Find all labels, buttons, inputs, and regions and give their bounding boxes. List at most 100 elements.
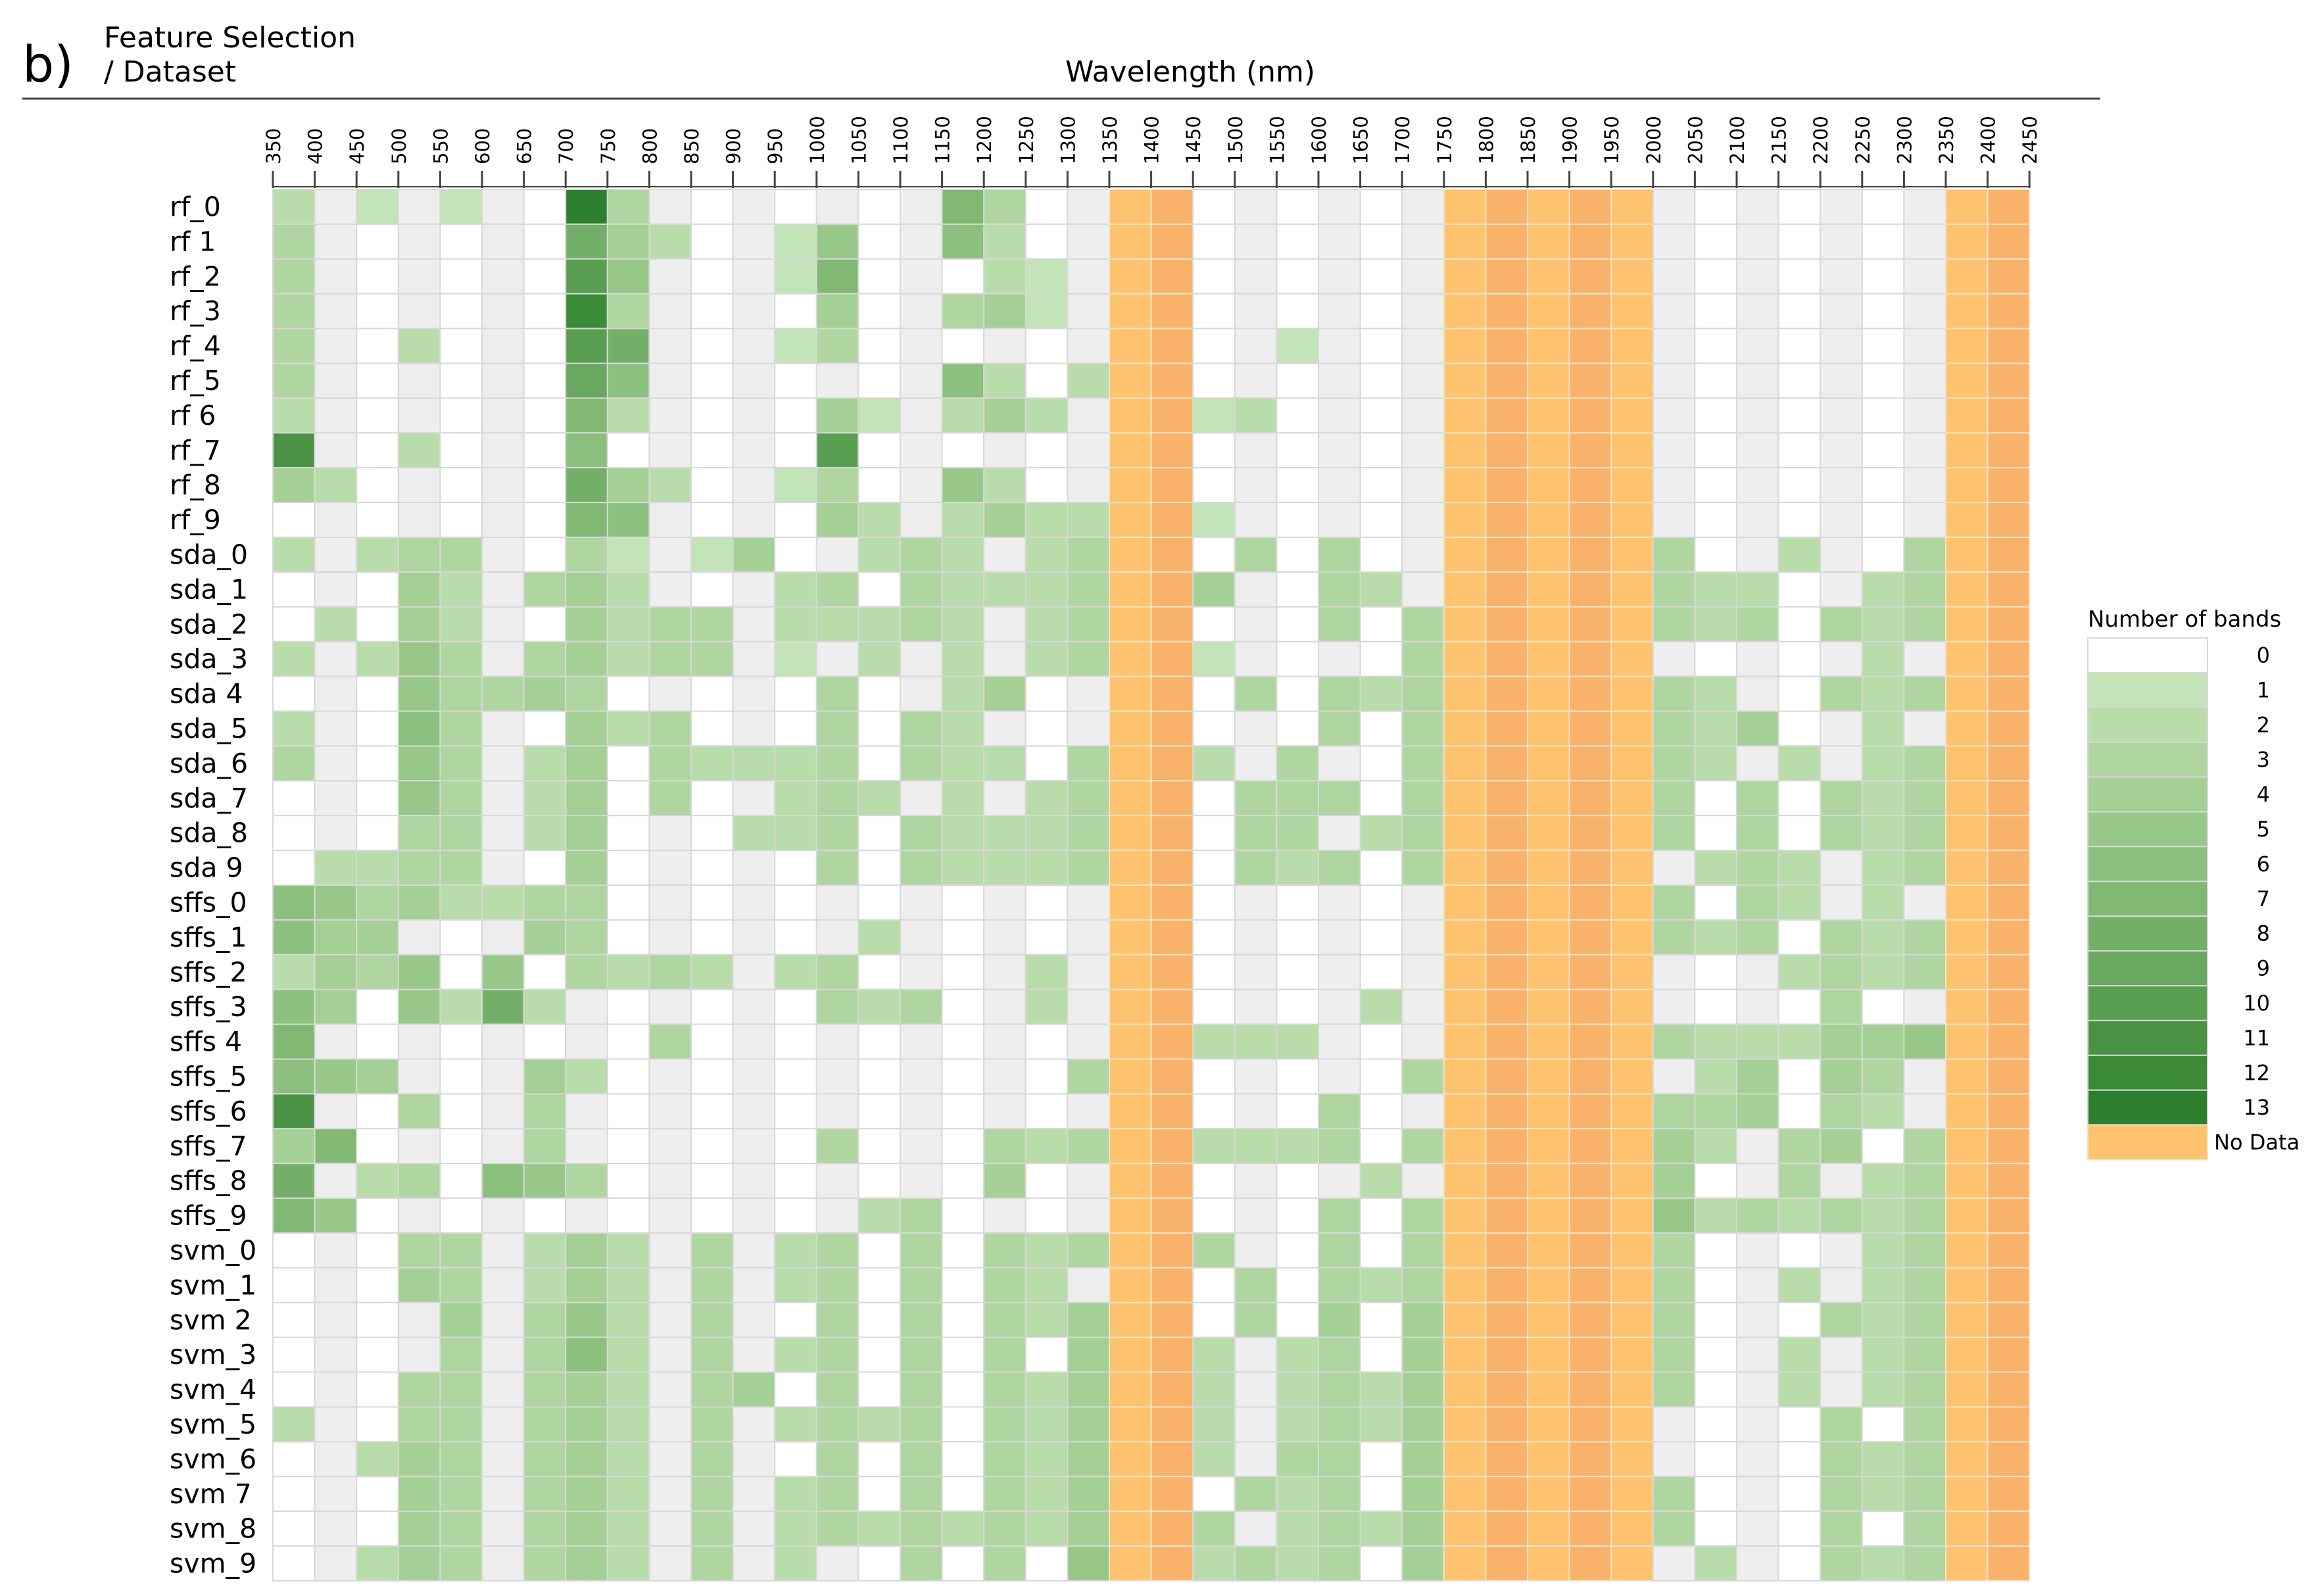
heatmap-cell: [1485, 850, 1528, 886]
x-tick-label: 1350: [1099, 116, 1121, 164]
heatmap-cell: [1318, 571, 1361, 608]
heatmap-cell: [900, 1301, 943, 1338]
heatmap-cell: [1736, 1232, 1779, 1269]
heatmap-cell: [648, 1301, 692, 1338]
heatmap-cell: [1276, 780, 1320, 817]
heatmap-cell: [356, 919, 399, 955]
heatmap-cell: [983, 850, 1026, 886]
heatmap-cell: [1109, 1441, 1152, 1478]
heatmap-cell: [857, 1058, 902, 1095]
heatmap-cell: [481, 1267, 525, 1303]
heatmap-cell: [1485, 641, 1528, 677]
heatmap-cell: [606, 675, 650, 712]
row-label: sffs_0: [170, 887, 247, 919]
heatmap-cell: [1903, 988, 1946, 1025]
heatmap-cell: [1109, 467, 1152, 504]
heatmap-cell: [1527, 293, 1570, 329]
heatmap-cell: [1903, 1301, 1946, 1338]
row-label: svm_9: [170, 1548, 256, 1580]
heatmap-cell: [1485, 362, 1528, 399]
heatmap-cell: [1485, 1023, 1528, 1060]
row-label: svm_1: [170, 1269, 256, 1301]
heatmap-cell: [1192, 850, 1236, 886]
heatmap-cell: [1234, 1301, 1278, 1338]
heatmap-cell: [857, 606, 902, 642]
heatmap-cell: [439, 1197, 483, 1234]
heatmap-cell: [1234, 1093, 1278, 1130]
heatmap-cell: [1359, 988, 1403, 1025]
heatmap-cell: [1318, 223, 1361, 260]
heatmap-cell: [1652, 467, 1696, 504]
heatmap-cell: [941, 1232, 985, 1269]
heatmap-cell: [481, 1476, 525, 1512]
heatmap-cell: [397, 1163, 441, 1199]
heatmap-cell: [1987, 571, 2031, 608]
heatmap-cell: [900, 745, 943, 782]
heatmap-cell: [1527, 745, 1570, 782]
heatmap-cell: [732, 675, 776, 712]
heatmap-cell: [690, 502, 734, 538]
heatmap-cell: [941, 1545, 985, 1582]
heatmap-cell: [983, 954, 1026, 990]
heatmap-cell: [857, 1232, 902, 1269]
heatmap-cell: [1903, 1232, 1946, 1269]
heatmap-cell: [1443, 223, 1487, 260]
heatmap-cell: [941, 919, 985, 955]
heatmap-cell: [397, 502, 441, 538]
heatmap-cell: [1025, 1406, 1069, 1443]
heatmap-cell: [1192, 223, 1236, 260]
heatmap-cell: [1568, 1476, 1612, 1512]
heatmap-cell: [900, 919, 943, 955]
heatmap-cell: [1025, 954, 1069, 990]
heatmap-cell: [648, 223, 692, 260]
heatmap-cell: [1150, 850, 1194, 886]
heatmap-cell: [1568, 537, 1612, 573]
heatmap-cell: [356, 432, 399, 469]
heatmap-cell: [1694, 919, 1737, 955]
heatmap-cell: [1359, 780, 1403, 817]
heatmap-cell: [1945, 571, 1989, 608]
x-tick-label: 1500: [1224, 116, 1247, 164]
heatmap-cell: [1610, 397, 1654, 434]
heatmap-cell: [1777, 1511, 1821, 1547]
heatmap-cell: [1359, 1371, 1403, 1408]
heatmap-cell: [314, 1441, 358, 1478]
heatmap-cell: [1192, 710, 1236, 747]
heatmap-cell: [1359, 1058, 1403, 1095]
heatmap-cell: [523, 327, 567, 364]
heatmap-cell: [983, 1476, 1026, 1512]
heatmap-cell: [272, 988, 316, 1025]
heatmap-cell: [1568, 397, 1612, 434]
heatmap-cell: [1903, 223, 1946, 260]
heatmap-cell: [1318, 189, 1361, 225]
heatmap-cell: [900, 467, 943, 504]
heatmap-cell: [941, 675, 985, 712]
heatmap-cell: [1443, 293, 1487, 329]
heatmap-cell: [1987, 258, 2031, 295]
heatmap-cell: [606, 467, 650, 504]
heatmap-cell: [523, 258, 567, 295]
heatmap-cell: [1276, 884, 1320, 921]
heatmap-cell: [1150, 327, 1194, 364]
heatmap-cell: [523, 1476, 567, 1512]
heatmap-cell: [565, 537, 608, 573]
heatmap-cell: [1736, 1371, 1779, 1408]
heatmap-cell: [941, 1406, 985, 1443]
heatmap-cell: [1652, 675, 1696, 712]
heatmap-cell: [1568, 1058, 1612, 1095]
heatmap-cell: [1694, 641, 1737, 677]
heatmap-cell: [439, 675, 483, 712]
heatmap-cell: [857, 1511, 902, 1547]
heatmap-cell: [481, 1406, 525, 1443]
heatmap-cell: [314, 641, 358, 677]
heatmap-cell: [1945, 1093, 1989, 1130]
heatmap-cell: [397, 1128, 441, 1165]
heatmap-cell: [774, 1058, 817, 1095]
heatmap-cell: [1234, 641, 1278, 677]
heatmap-cell: [983, 432, 1026, 469]
heatmap-cell: [356, 1093, 399, 1130]
heatmap-cell: [1443, 1406, 1487, 1443]
heatmap-cell: [900, 537, 943, 573]
heatmap-cell: [523, 954, 567, 990]
heatmap-cell: [1318, 1093, 1361, 1130]
